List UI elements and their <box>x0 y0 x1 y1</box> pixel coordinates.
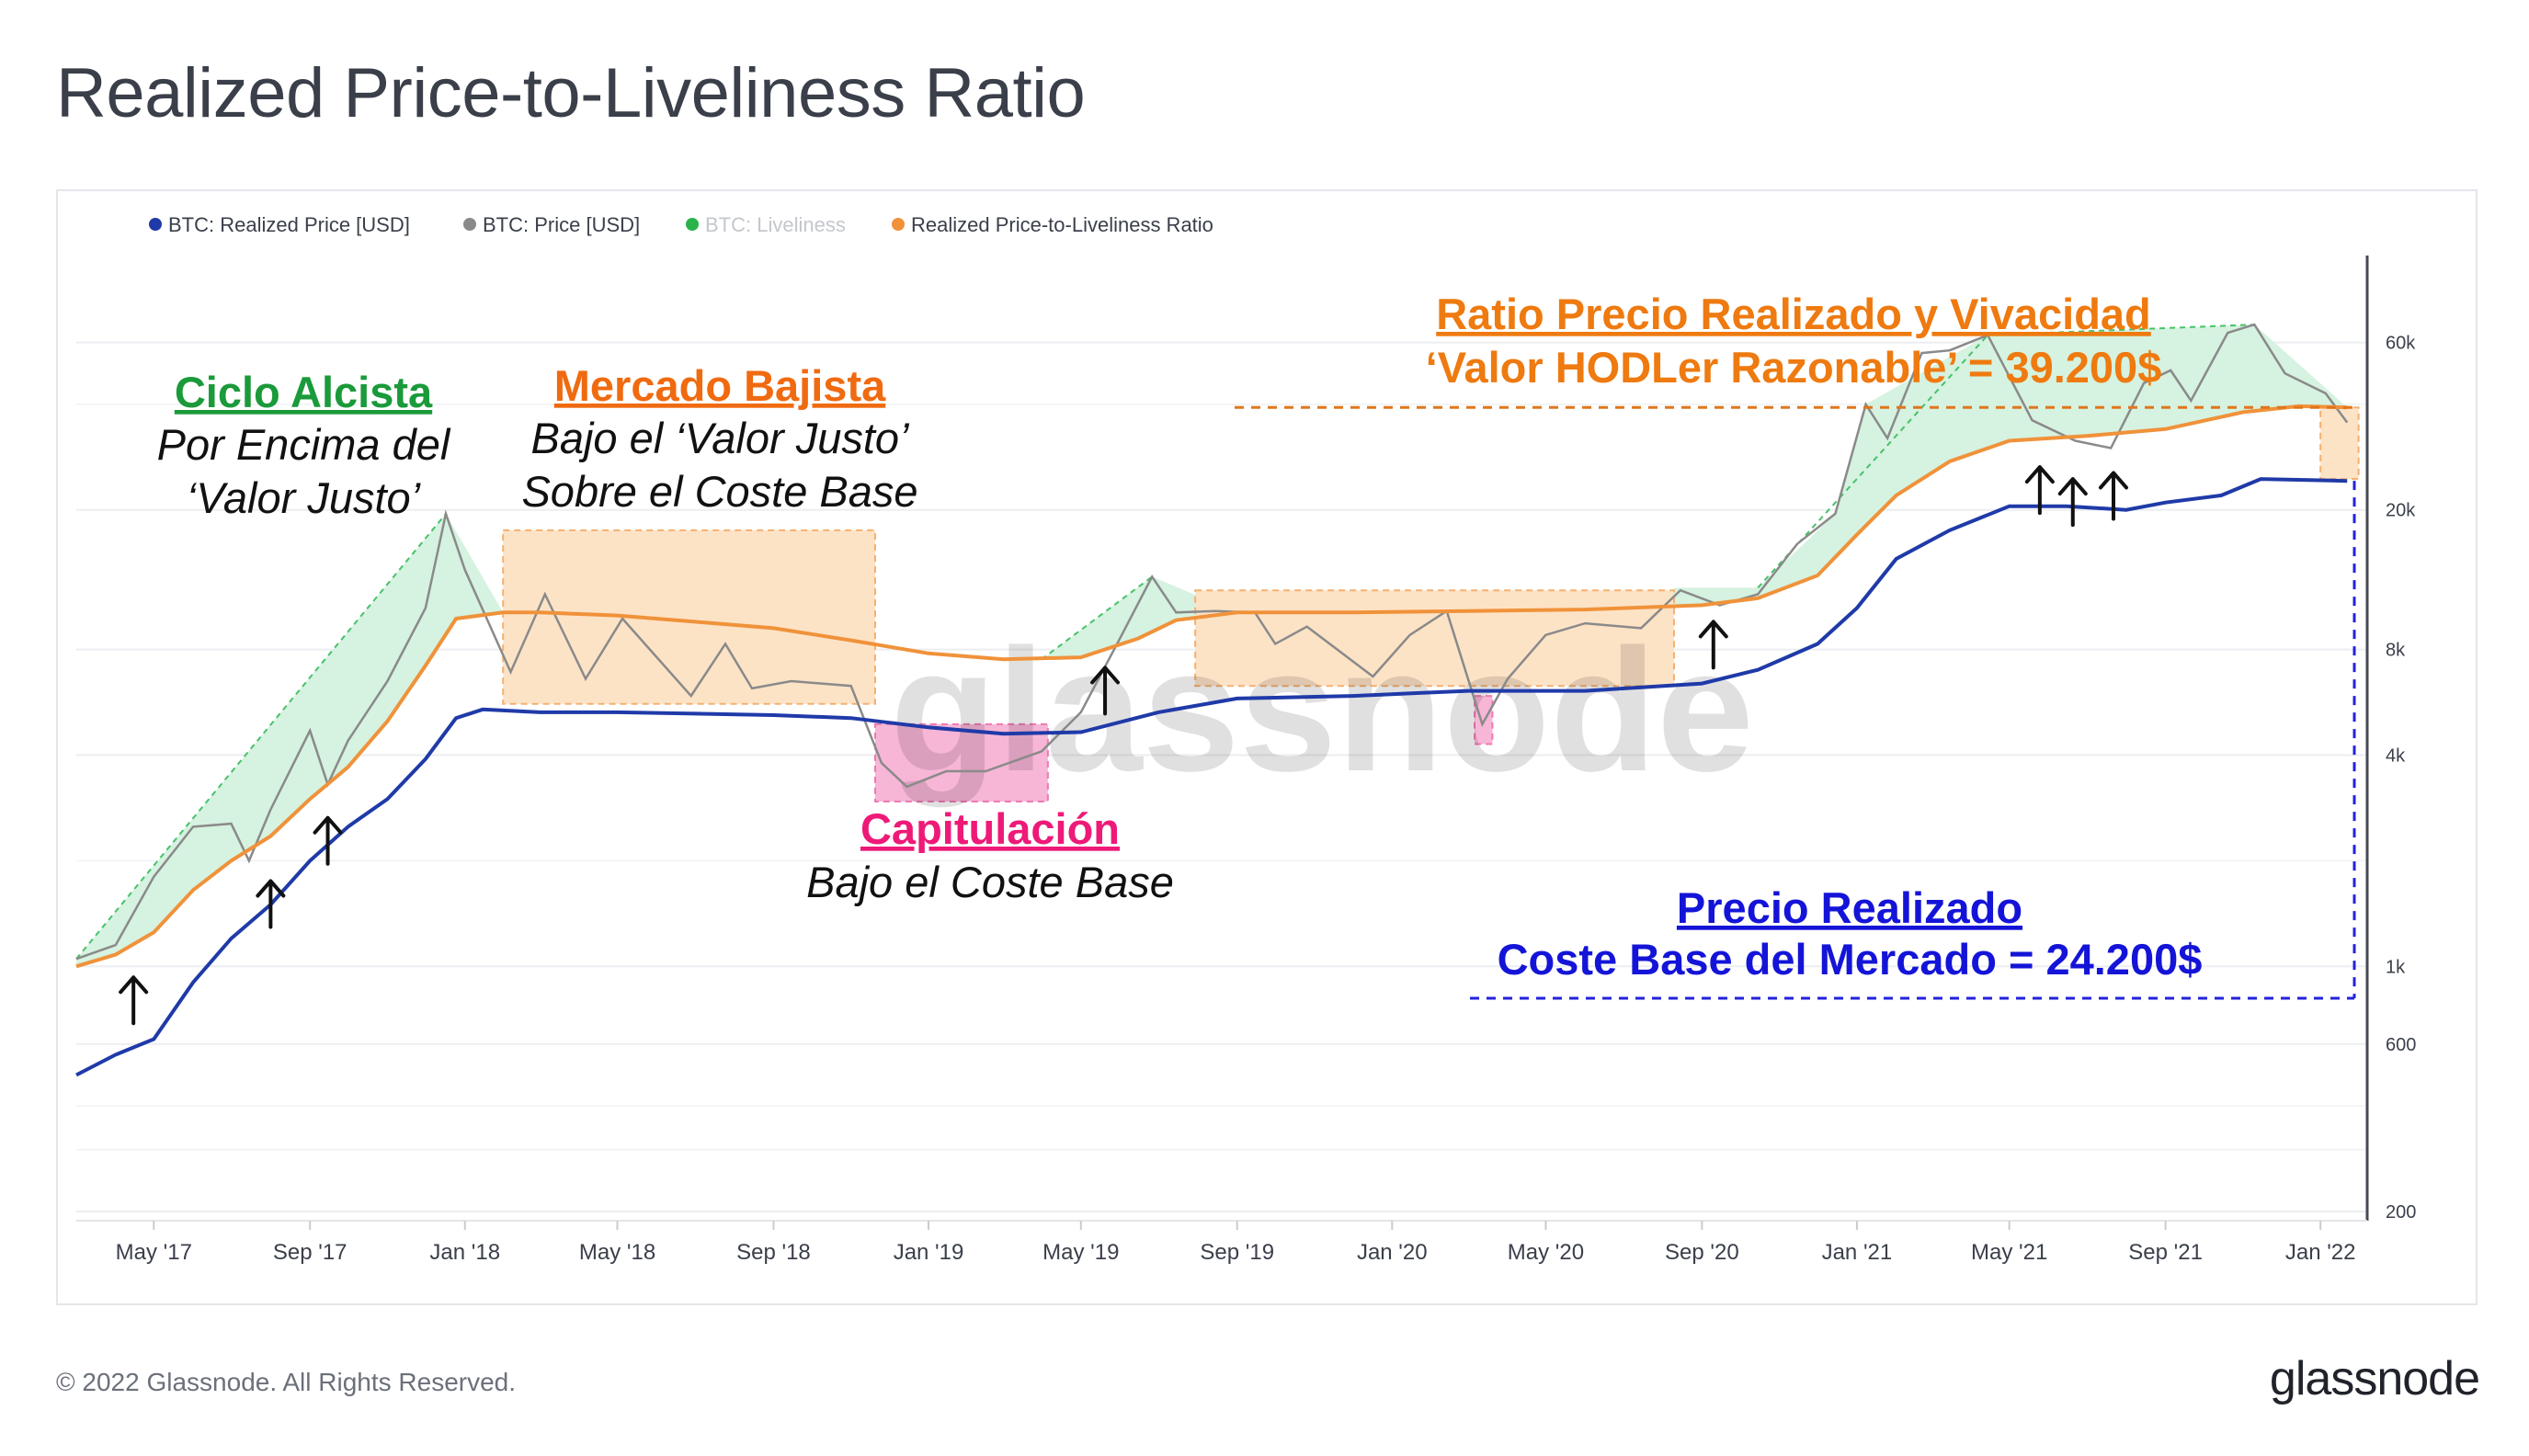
bear-region <box>502 529 876 705</box>
support-arrow <box>2057 477 2088 528</box>
x-tick-label: Jan '22 <box>2285 1240 2356 1265</box>
x-tick-label: May '20 <box>1508 1240 1584 1265</box>
chart-svg: glassnode 200 600 1k 4k 8k 20k 60k May '17 Sep '… <box>75 213 2416 1265</box>
y-tick-label: 1k <box>2386 957 2406 977</box>
support-arrow <box>2024 465 2055 516</box>
legend-dot <box>892 218 905 231</box>
annotation-capitulation: Capitulación Bajo el Coste Base <box>806 804 1174 906</box>
y-tick-label: 60k <box>2386 334 2416 354</box>
x-tick-label: May '21 <box>1971 1240 2047 1265</box>
annotation-ratio: Ratio Precio Realizado y Vivacidad ‘Valo… <box>1426 290 2162 392</box>
support-arrow <box>313 815 343 866</box>
series-realized-price-line <box>75 477 2348 1077</box>
x-tick-label: Sep '17 <box>273 1240 347 1265</box>
rp-line1: Coste Base del Mercado = 24.200$ <box>1498 935 2203 984</box>
watermark: glassnode <box>890 613 1754 808</box>
series-ratio-line <box>75 404 2348 969</box>
bull-region <box>1042 576 1237 660</box>
footer-logo: glassnode <box>2269 1352 2480 1405</box>
bear-region <box>1194 589 1675 688</box>
x-tick-label: Sep '20 <box>1665 1240 1739 1265</box>
x-tick-label: Jan '18 <box>429 1240 500 1265</box>
legend-label: Realized Price-to-Liveliness Ratio <box>911 213 1213 236</box>
legend-item-liveliness[interactable]: BTC: Liveliness <box>686 213 846 236</box>
support-arrow <box>119 975 149 1026</box>
x-tick-label: Sep '18 <box>736 1240 811 1265</box>
legend-item-ratio[interactable]: Realized Price-to-Liveliness Ratio <box>892 213 1213 236</box>
bull-title: Ciclo Alcista <box>175 368 433 416</box>
legend-item-realized-price[interactable]: BTC: Realized Price [USD] <box>149 213 410 236</box>
capitulation-region <box>873 722 1049 802</box>
series-lines <box>75 323 2358 1077</box>
bull-region <box>1674 324 2348 607</box>
legend-item-price[interactable]: BTC: Price [USD] <box>463 213 640 236</box>
bear-line2: Sobre el Coste Base <box>521 467 917 516</box>
annotation-bear: Mercado Bajista Bajo el ‘Valor Justo’ So… <box>521 361 917 516</box>
support-arrow <box>256 879 286 929</box>
cap-title: Capitulación <box>860 804 1120 853</box>
y-tick-label: 20k <box>2386 501 2416 521</box>
bull-envelope-line <box>75 513 447 960</box>
support-arrow <box>1698 620 1728 670</box>
y-tick-label: 600 <box>2386 1035 2416 1055</box>
bull-line2: ‘Valor Justo’ <box>187 473 422 522</box>
bull-envelope-line <box>1757 334 1988 589</box>
x-tick-label: Jan '21 <box>1822 1240 1893 1265</box>
legend-dot <box>686 218 699 231</box>
cap-line1: Bajo el Coste Base <box>806 858 1174 906</box>
x-tick-label: May '19 <box>1042 1240 1119 1265</box>
bear-title: Mercado Bajista <box>554 361 886 410</box>
x-tick-label: May '17 <box>116 1240 192 1265</box>
x-tick-label: May '18 <box>579 1240 655 1265</box>
legend[interactable]: BTC: Realized Price [USD] BTC: Price [US… <box>149 213 1213 236</box>
annotation-bull: Ciclo Alcista Por Encima del ‘Valor Just… <box>157 368 451 522</box>
page-title: Realized Price-to-Liveliness Ratio <box>56 54 1086 132</box>
bear-line1: Bajo el ‘Valor Justo’ <box>530 414 910 462</box>
ratio-title: Ratio Precio Realizado y Vivacidad <box>1436 290 2151 338</box>
footer-copyright: © 2022 Glassnode. All Rights Reserved. <box>56 1368 517 1396</box>
bull-envelope-line <box>1041 575 1153 661</box>
y-tick-label: 8k <box>2386 641 2406 661</box>
x-tick-label: Jan '19 <box>894 1240 964 1265</box>
legend-dot <box>463 218 476 231</box>
y-tick-label: 200 <box>2386 1202 2416 1223</box>
bull-envelope-line <box>1988 324 2255 336</box>
bull-region <box>76 513 504 967</box>
rp-title: Precio Realizado <box>1677 883 2022 932</box>
support-arrow <box>2098 471 2128 521</box>
support-arrows <box>119 465 2128 1026</box>
legend-label: BTC: Realized Price [USD] <box>168 213 410 236</box>
x-tick-label: Sep '19 <box>1200 1240 1274 1265</box>
axes: 200 600 1k 4k 8k 20k 60k May '17 Sep '17 Jan '18 M… <box>76 256 2416 1265</box>
legend-label: BTC: Price [USD] <box>483 213 640 236</box>
chart-frame: glassnode 200 600 1k 4k 8k 20k 60k May '17 Sep '… <box>56 189 2478 1305</box>
x-tick-label: Sep '21 <box>2128 1240 2203 1265</box>
x-tick-label: Jan '20 <box>1357 1240 1428 1265</box>
annotation-realized-price: Precio Realizado Coste Base del Mercado … <box>1498 883 2203 984</box>
y-tick-label: 4k <box>2386 745 2406 766</box>
shaded-regions <box>75 324 2360 967</box>
support-arrow <box>1090 665 1121 716</box>
legend-label: BTC: Liveliness <box>705 213 846 236</box>
bull-line1: Por Encima del <box>157 420 451 469</box>
bear-region <box>2319 406 2360 481</box>
series-price-line <box>75 323 2349 961</box>
ratio-line1: ‘Valor HODLer Razonable’ = 39.200$ <box>1426 343 2162 392</box>
legend-dot <box>149 218 162 231</box>
